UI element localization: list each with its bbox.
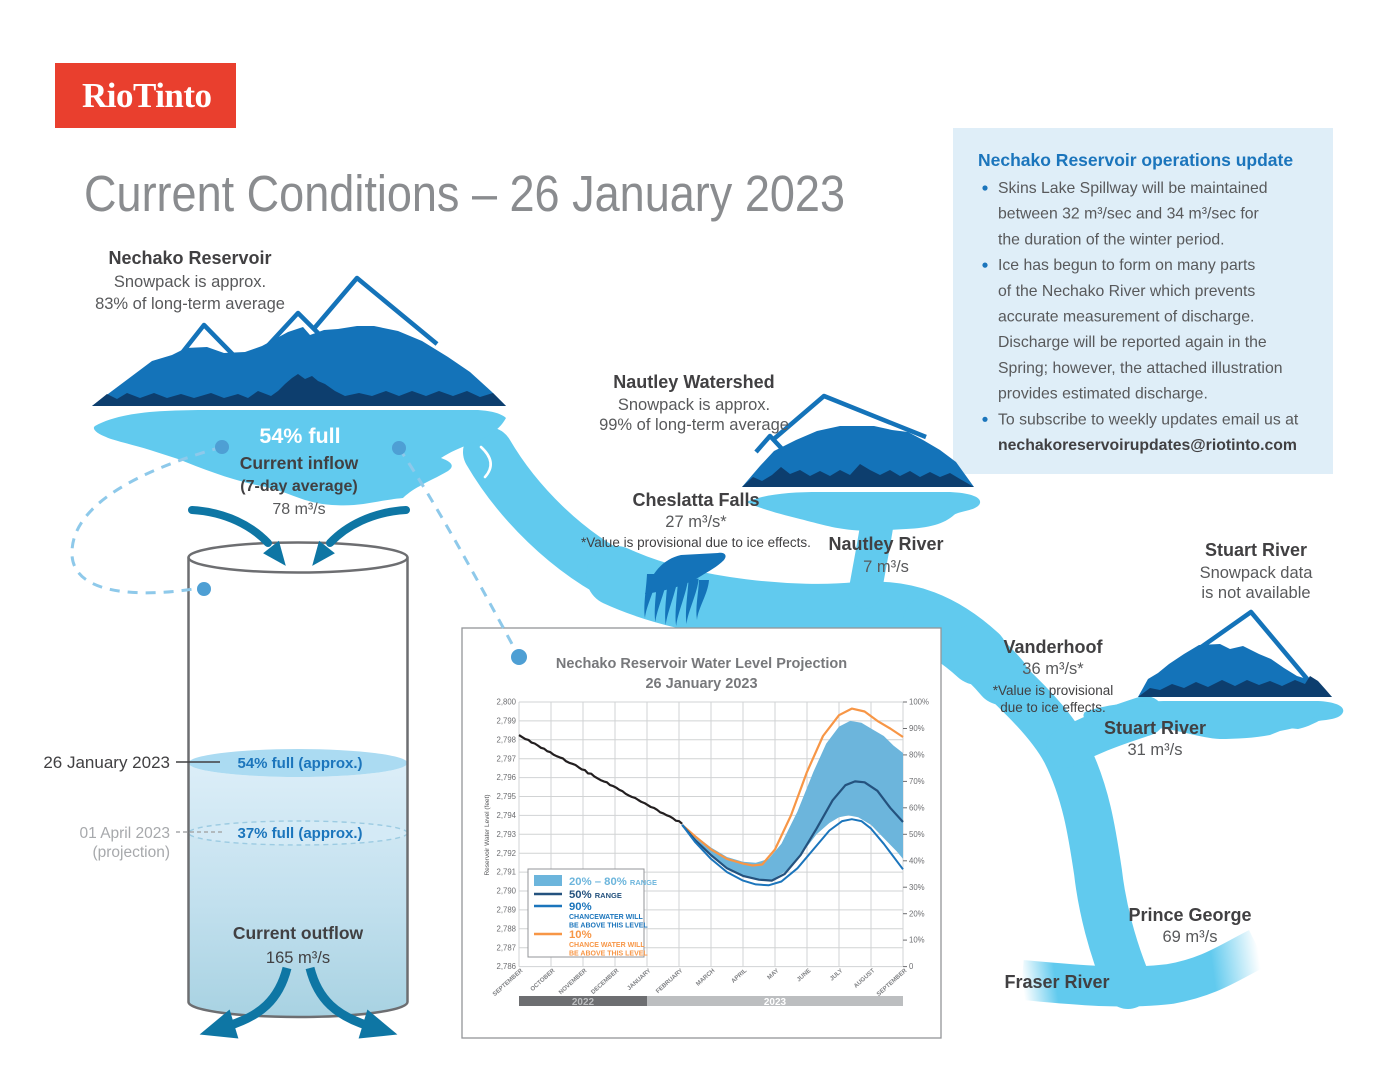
- svg-text:2,788: 2,788: [496, 924, 516, 933]
- svg-text:Discharge will be reported aga: Discharge will be reported again in the: [998, 334, 1267, 351]
- svg-text:Skins Lake Spillway will be ma: Skins Lake Spillway will be maintained: [998, 180, 1268, 197]
- svg-text:provides estimated discharge.: provides estimated discharge.: [998, 386, 1208, 403]
- svg-text:CHANCEWATER WILL: CHANCEWATER WILL: [569, 914, 643, 921]
- svg-text:Stuart River: Stuart River: [1205, 540, 1307, 560]
- svg-text:10%: 10%: [909, 936, 925, 945]
- svg-text:54% full (approx.): 54% full (approx.): [237, 755, 362, 772]
- svg-text:0: 0: [909, 962, 914, 971]
- svg-text:2,798: 2,798: [496, 735, 516, 744]
- svg-text:Snowpack data: Snowpack data: [1200, 564, 1314, 582]
- svg-text:2,790: 2,790: [496, 887, 516, 896]
- svg-text:Cheslatta Falls: Cheslatta Falls: [632, 490, 759, 510]
- svg-text:2,797: 2,797: [496, 754, 516, 763]
- svg-text:*Value is provisional: *Value is provisional: [993, 683, 1114, 698]
- svg-text:Current outflow: Current outflow: [233, 923, 364, 943]
- svg-text:Snowpack is approx.: Snowpack is approx.: [618, 396, 770, 414]
- svg-text:Nautley River: Nautley River: [828, 534, 943, 554]
- svg-text:60%: 60%: [909, 803, 925, 812]
- svg-text:Snowpack is approx.: Snowpack is approx.: [114, 273, 266, 291]
- svg-text:2,786: 2,786: [496, 962, 516, 971]
- svg-text:Spring; however, the attached: Spring; however, the attached illustrati…: [998, 360, 1283, 377]
- svg-text:31 m³/s: 31 m³/s: [1127, 741, 1182, 759]
- svg-text:2,789: 2,789: [496, 906, 516, 915]
- svg-text:100%: 100%: [909, 698, 929, 707]
- svg-text:2,795: 2,795: [496, 792, 516, 801]
- svg-text:the duration of the winter per: the duration of the winter period.: [998, 231, 1225, 248]
- svg-text:(projection): (projection): [92, 844, 170, 861]
- svg-text:20% – 80% RANGE: 20% – 80% RANGE: [569, 876, 657, 888]
- svg-text:80%: 80%: [909, 751, 925, 760]
- svg-text:Stuart River: Stuart River: [1104, 718, 1206, 738]
- svg-text:(7-day average): (7-day average): [240, 478, 357, 495]
- svg-text:Current inflow: Current inflow: [240, 453, 359, 473]
- svg-text:78 m³/s: 78 m³/s: [272, 501, 325, 518]
- svg-text:99% of long-term average: 99% of long-term average: [599, 416, 789, 434]
- svg-text:is not available: is not available: [1201, 584, 1310, 602]
- svg-text:Prince George: Prince George: [1128, 905, 1251, 925]
- svg-text:between 32 m³/sec and 34 m³/se: between 32 m³/sec and 34 m³/sec for: [998, 206, 1259, 223]
- svg-text:nechakoreservoirupdates@riotin: nechakoreservoirupdates@riotinto.com: [998, 437, 1297, 454]
- svg-text:2,794: 2,794: [496, 811, 516, 820]
- svg-text:30%: 30%: [909, 883, 925, 892]
- svg-text:accurate measurement of discha: accurate measurement of discharge.: [998, 309, 1254, 326]
- svg-text:Nautley Watershed: Nautley Watershed: [613, 372, 774, 392]
- svg-text:40%: 40%: [909, 856, 925, 865]
- svg-text:of the Nechako River which pre: of the Nechako River which prevents: [998, 283, 1255, 300]
- svg-text:90%: 90%: [569, 901, 592, 913]
- svg-text:7 m³/s: 7 m³/s: [863, 558, 909, 576]
- svg-text:26 January 2023: 26 January 2023: [645, 676, 757, 692]
- svg-text:2023: 2023: [764, 997, 787, 1008]
- svg-text:BE ABOVE THIS LEVEL: BE ABOVE THIS LEVEL: [569, 951, 648, 958]
- svg-text:90%: 90%: [909, 724, 925, 733]
- svg-text:01 April 2023: 01 April 2023: [80, 825, 171, 842]
- svg-text:*Value is provisional due to i: *Value is provisional due to ice effects…: [581, 535, 811, 550]
- svg-text:165 m³/s: 165 m³/s: [266, 949, 330, 967]
- svg-text:27 m³/s*: 27 m³/s*: [665, 513, 727, 531]
- svg-text:2,796: 2,796: [496, 773, 516, 782]
- svg-text:10%: 10%: [569, 929, 592, 941]
- svg-text:37% full (approx.): 37% full (approx.): [237, 825, 362, 842]
- svg-text:2,791: 2,791: [496, 868, 516, 877]
- svg-text:BE ABOVE THIS LEVEL: BE ABOVE THIS LEVEL: [569, 923, 648, 930]
- svg-text:2,799: 2,799: [496, 717, 516, 726]
- svg-text:83% of long-term average: 83% of long-term average: [95, 295, 285, 313]
- svg-text:2022: 2022: [572, 997, 595, 1008]
- svg-text:50%: 50%: [909, 830, 925, 839]
- svg-text:RioTinto: RioTinto: [82, 76, 212, 115]
- svg-text:Ice has begun to form on many: Ice has begun to form on many parts: [998, 257, 1255, 274]
- svg-text:2,787: 2,787: [496, 943, 516, 952]
- svg-text:2,793: 2,793: [496, 830, 516, 839]
- svg-text:Fraser River: Fraser River: [1004, 972, 1109, 992]
- svg-text:Reservoir Water Level (feet): Reservoir Water Level (feet): [484, 794, 491, 875]
- svg-text:54% full: 54% full: [259, 424, 340, 448]
- svg-text:due to ice effects.: due to ice effects.: [1000, 700, 1106, 715]
- svg-text:CHANCE WATER WILL: CHANCE WATER WILL: [569, 942, 645, 949]
- svg-text:69 m³/s: 69 m³/s: [1162, 928, 1217, 946]
- svg-text:2,792: 2,792: [496, 849, 516, 858]
- svg-text:36 m³/s*: 36 m³/s*: [1022, 660, 1084, 678]
- svg-text:Nechako Reservoir operations u: Nechako Reservoir operations update: [978, 150, 1293, 170]
- svg-text:Vanderhoof: Vanderhoof: [1003, 637, 1103, 657]
- svg-text:Current Conditions – 26 Januar: Current Conditions – 26 January 2023: [84, 165, 845, 222]
- svg-text:To subscribe to weekly updates: To subscribe to weekly updates email us …: [998, 411, 1299, 428]
- svg-text:20%: 20%: [909, 909, 925, 918]
- svg-text:70%: 70%: [909, 777, 925, 786]
- svg-text:Nechako Reservoir Water Level: Nechako Reservoir Water Level Projection: [556, 656, 847, 672]
- svg-text:26 January 2023: 26 January 2023: [43, 753, 170, 772]
- svg-text:2,800: 2,800: [496, 698, 516, 707]
- svg-text:50% RANGE: 50% RANGE: [569, 889, 622, 901]
- svg-text:Nechako Reservoir: Nechako Reservoir: [108, 248, 271, 268]
